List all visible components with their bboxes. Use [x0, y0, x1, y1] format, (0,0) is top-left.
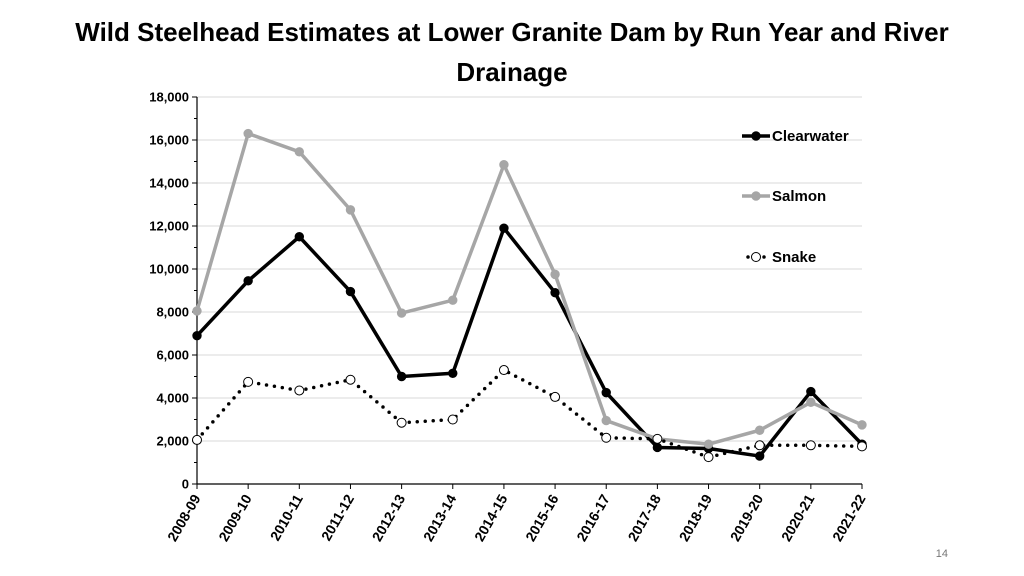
series-line [195, 226, 864, 458]
data-point [498, 365, 509, 376]
series-snake [192, 365, 867, 463]
legend-item: Snake [746, 249, 816, 266]
y-tick-label: 16,000 [149, 133, 189, 148]
series-salmon [192, 128, 867, 449]
x-tick-label: 2013-14 [420, 491, 460, 544]
data-point [806, 397, 816, 407]
data-point [345, 205, 356, 215]
data-point [601, 387, 611, 398]
data-point [857, 441, 867, 452]
legend-marker [751, 131, 761, 141]
y-tick-label: 12,000 [149, 219, 189, 234]
data-point [243, 128, 253, 139]
x-tick-label: 2018-19 [676, 491, 716, 544]
data-point [805, 440, 816, 451]
y-tick-label: 4,000 [156, 391, 189, 406]
y-tick-label: 6,000 [156, 348, 189, 363]
x-tick-label: 2017-18 [624, 491, 664, 544]
data-point [703, 439, 714, 449]
x-tick-label: 2010-11 [267, 491, 306, 543]
data-point [294, 147, 305, 157]
page-number: 14 [935, 548, 948, 560]
series-line [195, 368, 864, 459]
data-point [550, 391, 561, 402]
y-tick-label: 0 [182, 477, 189, 492]
data-point [192, 434, 202, 445]
chart-title: Wild Steelhead Estimates at Lower Granit… [75, 17, 949, 87]
data-point [192, 330, 202, 341]
y-tick-label: 14,000 [149, 176, 189, 191]
data-point [448, 295, 458, 305]
series-line [195, 131, 863, 446]
data-point [447, 414, 458, 425]
data-point [703, 452, 714, 463]
x-tick-label: 2012-13 [369, 491, 409, 544]
data-point [601, 415, 611, 426]
x-tick-label: 2009-10 [215, 491, 255, 544]
legend: Clearwater Salmon Snake [742, 128, 849, 266]
legend-label: Salmon [772, 188, 826, 205]
data-point [396, 417, 407, 428]
y-tick-label: 18,000 [149, 90, 189, 105]
data-point [652, 442, 663, 453]
y-tick-labels: 0 2,000 4,000 6,000 8,000 10,000 12,000 14,000 1… [149, 90, 189, 492]
legend-marker [751, 252, 761, 262]
legend-marker [751, 191, 761, 201]
data-point [345, 286, 356, 297]
data-point [294, 232, 305, 242]
data-point [754, 451, 765, 461]
data-point [806, 386, 816, 397]
legend-item: Clearwater [742, 128, 849, 145]
legend-label: Snake [772, 249, 816, 266]
x-tick-label: 2021-22 [829, 491, 869, 544]
series-clearwater [192, 223, 867, 461]
data-point [243, 376, 254, 387]
y-tick-label: 8,000 [156, 305, 189, 320]
x-tick-labels: 2008-09 2009-10 2010-11 2011-12 2012-13 2013-… [164, 491, 869, 544]
data-point [754, 440, 765, 451]
data-point [652, 433, 663, 444]
x-tick-label: 2008-09 [164, 491, 204, 544]
data-point [550, 269, 560, 280]
legend-item: Salmon [742, 188, 826, 205]
x-tick-label: 2019-20 [727, 491, 767, 544]
data-point [601, 432, 612, 443]
data-point [550, 287, 560, 298]
data-point [754, 425, 765, 435]
gridlines [197, 96, 862, 442]
y-tick-label: 10,000 [149, 262, 189, 277]
data-point [448, 368, 458, 378]
data-point [499, 223, 509, 233]
data-point [857, 420, 867, 430]
data-point [345, 374, 356, 385]
data-point [499, 160, 509, 170]
x-tick-label: 2020-21 [778, 491, 818, 544]
series-lines [192, 128, 867, 463]
y-tick-label: 2,000 [156, 434, 189, 449]
data-point [396, 308, 407, 318]
data-point [243, 276, 253, 286]
x-tick-label: 2015-16 [522, 491, 562, 544]
data-point [192, 306, 202, 316]
data-point [396, 371, 407, 382]
data-point [294, 385, 305, 396]
x-tick-label: 2016-17 [573, 491, 613, 544]
legend-label: Clearwater [772, 128, 849, 145]
x-tick-label: 2014-15 [471, 491, 511, 544]
x-tick-label: 2011-12 [318, 491, 357, 543]
